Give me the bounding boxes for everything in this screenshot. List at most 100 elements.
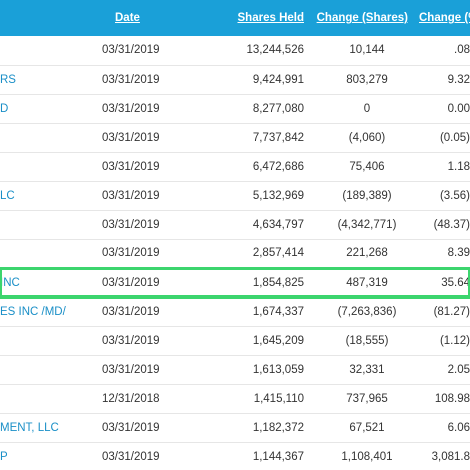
holder-cell — [0, 123, 95, 152]
table-row: 03/31/2019 1,613,059 32,331 2.05 — [0, 355, 470, 384]
table-row: 03/31/2019 4,634,797 (4,342,771) (48.37) — [0, 210, 470, 239]
column-header-change-pct[interactable]: Change (% — [419, 12, 470, 24]
table-body: 03/31/2019 13,244,526 10,144 .08 RS 03/31/201… — [0, 36, 470, 470]
shares-held-cell: 7,737,842 — [252, 131, 304, 144]
shares-held-cell: 1,415,110 — [253, 392, 304, 405]
column-header-date[interactable]: Date — [115, 12, 140, 24]
holder-cell — [0, 326, 95, 355]
holder-cell — [0, 152, 95, 181]
change-pct-cell: 1.18 — [447, 160, 470, 173]
change-shares-cell: 75,406 — [349, 160, 385, 173]
change-pct-cell: (1.12) — [439, 334, 470, 347]
date-cell: 12/31/2018 — [102, 392, 160, 405]
holder-cell — [0, 36, 95, 65]
holder-link[interactable]: D — [0, 102, 9, 115]
table-row: 03/31/2019 7,737,842 (4,060) (0.05) — [0, 123, 470, 152]
change-shares-cell: 221,268 — [346, 247, 388, 259]
holder-link[interactable]: P — [0, 450, 8, 463]
column-header-shares-held[interactable]: Shares Held — [237, 12, 304, 24]
holder-cell — [0, 210, 95, 239]
change-pct-cell: 108.98 — [434, 392, 470, 405]
shares-held-cell: 1,613,059 — [252, 363, 304, 376]
change-pct-cell: 8.39 — [447, 247, 470, 259]
date-cell: 03/31/2019 — [102, 73, 160, 86]
date-cell: 03/31/2019 — [95, 266, 210, 299]
change-shares-cell: 487,319 — [308, 266, 408, 299]
change-pct-cell: (3.56) — [439, 189, 470, 202]
table-row: 03/31/2019 13,244,526 10,144 .08 — [0, 36, 470, 65]
date-cell: 03/31/2019 — [102, 247, 160, 259]
change-shares-cell: 1,108,401 — [341, 450, 393, 463]
date-cell: 03/31/2019 — [102, 160, 160, 173]
holder-cell: MENT, LLC — [0, 413, 95, 442]
holder-cell: ES INC /MD/ — [0, 297, 95, 326]
table-row: 03/31/2019 6,472,686 75,406 1.18 — [0, 152, 470, 181]
shares-held-cell: 1,144,367 — [252, 450, 304, 463]
holder-link[interactable]: LC — [0, 189, 15, 202]
change-pct-cell: 6.06 — [447, 421, 470, 434]
change-shares-cell: (4,342,771) — [337, 218, 397, 231]
date-cell: 03/31/2019 — [102, 421, 160, 434]
table-row: 12/31/2018 1,415,110 737,965 108.98 — [0, 384, 470, 413]
change-shares-cell: (189,389) — [342, 189, 392, 202]
change-pct-cell: (0.05) — [439, 131, 470, 144]
holder-cell: RS — [0, 65, 95, 94]
holder-cell — [0, 355, 95, 384]
change-pct-cell: (48.37) — [433, 218, 470, 231]
table-row: ES INC /MD/03/31/2019 1,674,337 (7,263,836… — [0, 297, 470, 326]
date-cell: 03/31/2019 — [102, 189, 160, 202]
table-row: 03/31/2019 1,645,209 (18,555) (1.12) — [0, 326, 470, 355]
shares-held-cell: 1,645,209 — [252, 334, 304, 347]
holder-link[interactable]: MENT, LLC — [0, 421, 59, 434]
table-row: MENT, LLC 03/31/2019 1,182,372 67,521 6.06 — [0, 413, 470, 442]
table-row: 03/31/2019 2,857,414 221,268 8.39 — [0, 239, 470, 268]
date-cell: 03/31/2019 — [102, 102, 160, 115]
change-shares-cell: 32,331 — [349, 363, 385, 376]
change-pct-cell: 3,081.8 — [431, 450, 470, 463]
shares-held-cell: 1,674,337 — [252, 306, 304, 318]
date-cell: 03/31/2019 — [102, 44, 160, 57]
column-header-holder[interactable] — [0, 0, 95, 36]
change-shares-cell: 67,521 — [349, 421, 385, 434]
column-header-change-shares[interactable]: Change (Shares) — [316, 12, 408, 24]
change-shares-cell: 10,144 — [349, 44, 385, 57]
date-cell: 03/31/2019 — [102, 306, 160, 318]
holder-cell: INC — [0, 266, 95, 299]
date-cell: 03/31/2019 — [102, 334, 160, 347]
shares-held-cell: 1,182,372 — [252, 421, 304, 434]
shares-held-cell: 9,424,991 — [252, 73, 304, 86]
table-row: P 03/31/2019 1,144,367 1,108,401 3,081.8 — [0, 442, 470, 470]
table-row: D 03/31/2019 8,277,080 0 0.00 — [0, 94, 470, 123]
table-row-highlighted: INC 03/31/2019 1,854,825 487,319 35.64 — [0, 266, 470, 299]
shares-held-cell: 4,634,797 — [252, 218, 304, 231]
change-shares-cell: 803,279 — [346, 73, 388, 86]
holder-cell: D — [0, 94, 95, 123]
change-shares-cell: (18,555) — [345, 334, 389, 347]
table-row: RS 03/31/2019 9,424,991 803,279 9.32 — [0, 65, 470, 94]
shares-held-cell: 5,132,969 — [252, 189, 304, 202]
change-shares-cell: (7,263,836) — [337, 306, 397, 318]
change-pct-cell: 35.64 — [408, 266, 470, 299]
change-pct-cell: 9.32 — [447, 73, 470, 86]
header-row: Date Shares Held Change (Shares) Change … — [0, 0, 470, 36]
table-header: Date Shares Held Change (Shares) Change … — [0, 0, 470, 36]
change-pct-cell: 0.00 — [447, 102, 470, 115]
date-cell: 03/31/2019 — [102, 363, 160, 376]
table-row: LC 03/31/2019 5,132,969 (189,389) (3.56) — [0, 181, 470, 210]
change-pct-cell: .08 — [454, 44, 470, 57]
change-shares-cell: (4,060) — [348, 131, 386, 144]
date-cell: 03/31/2019 — [102, 218, 160, 231]
date-cell: 03/31/2019 — [102, 131, 160, 144]
holder-cell — [0, 239, 95, 268]
change-pct-cell: (81.27) — [433, 306, 470, 318]
change-pct-cell: 2.05 — [447, 363, 470, 376]
shares-held-cell: 2,857,414 — [252, 247, 304, 259]
holder-link[interactable]: INC — [0, 276, 20, 289]
holder-link[interactable]: ES INC /MD/ — [0, 306, 66, 318]
holder-link[interactable]: RS — [0, 73, 16, 86]
shares-held-cell: 13,244,526 — [246, 44, 304, 57]
shares-held-cell: 6,472,686 — [252, 160, 304, 173]
shares-held-cell: 8,277,080 — [252, 102, 304, 115]
